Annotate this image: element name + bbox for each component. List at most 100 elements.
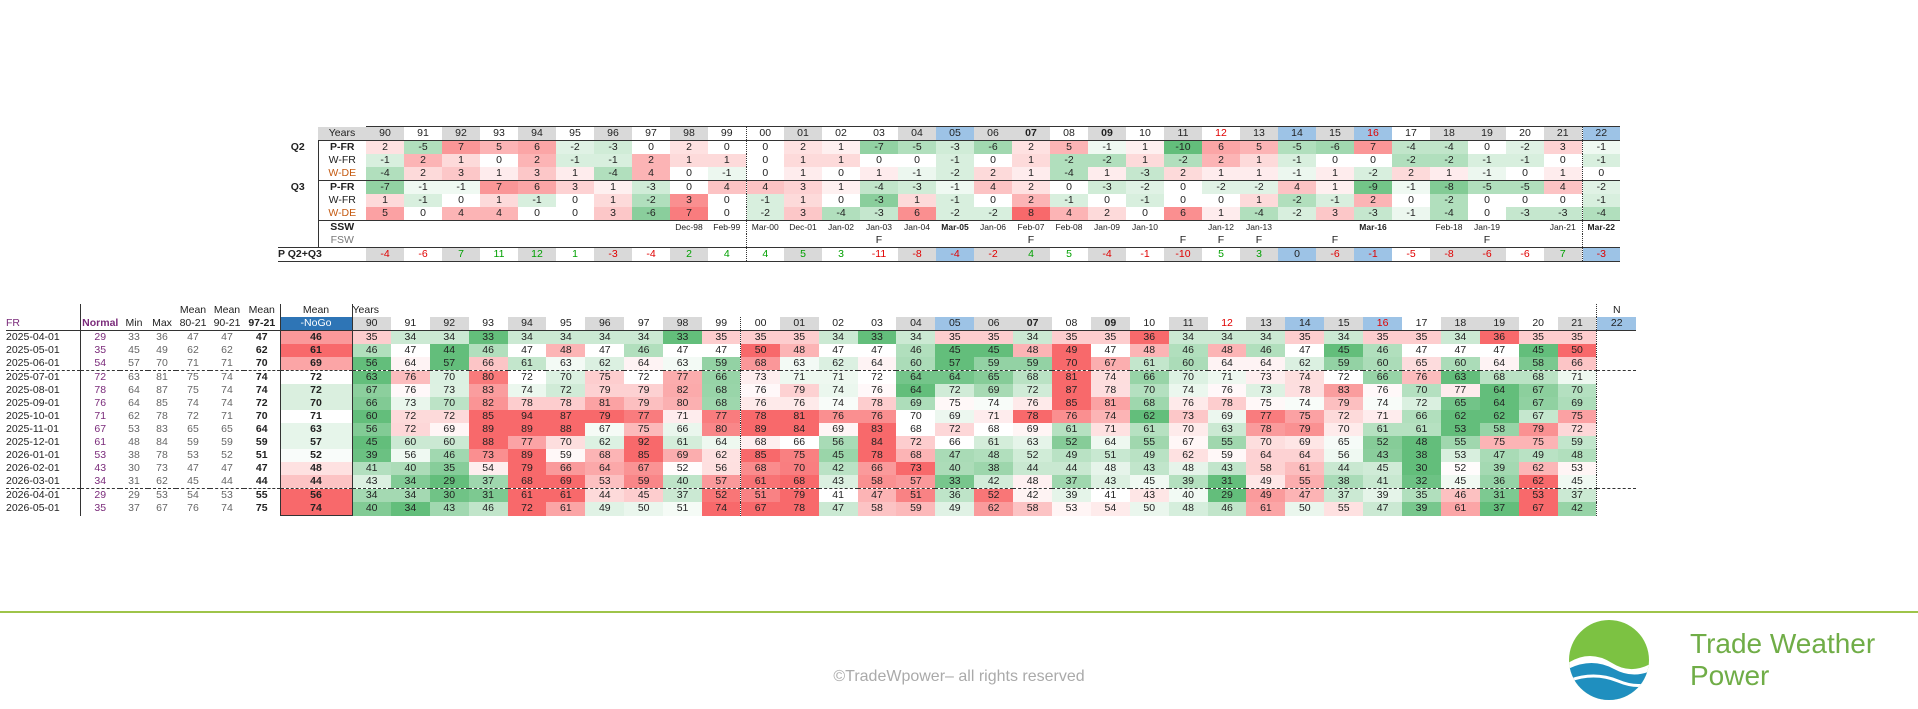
- forecast-cell: 51: [740, 488, 780, 502]
- month-label: 2026-03-01: [6, 475, 60, 487]
- mean-80-21-value: 47: [187, 462, 199, 474]
- min-value: 30: [128, 462, 140, 474]
- ssw-date: [442, 221, 480, 235]
- anomaly-cell: 4: [1050, 207, 1088, 221]
- forecast-cell: 47: [507, 344, 547, 357]
- year-header: 16: [1354, 126, 1392, 141]
- forecast-cell: 68: [974, 423, 1014, 436]
- year-header: 07: [1012, 126, 1050, 141]
- forecast-cell: 35: [429, 462, 469, 475]
- anomaly-cell: -1: [745, 194, 784, 207]
- forecast-cell: 71: [818, 370, 858, 384]
- mean-80-21-top: Mean: [179, 304, 207, 316]
- anomaly-cell: 0: [860, 154, 898, 167]
- anomaly-cell: 1: [784, 154, 822, 167]
- year-header: 09: [1088, 126, 1126, 141]
- forecast-cell: 37: [1324, 488, 1364, 502]
- anomaly-cell: -5: [1468, 180, 1506, 194]
- forecast-cell: 37: [1557, 488, 1597, 502]
- forecast-cell: 83: [468, 384, 508, 397]
- forecast-cell: 71: [663, 410, 703, 423]
- year-header: 06: [974, 317, 1014, 331]
- mean-90-21-value: 59: [221, 436, 233, 448]
- anomaly-cell: -1: [708, 167, 746, 181]
- pq-value: -3: [1581, 247, 1620, 262]
- anomaly-cell: 8: [1012, 207, 1050, 221]
- anomaly-cell: -1: [442, 180, 480, 194]
- year-header: 00: [740, 317, 780, 331]
- forecast-cell: [1596, 357, 1636, 371]
- forecast-cell: 67: [740, 502, 780, 516]
- forecast-cell: 43: [352, 475, 391, 489]
- mean-97-21-value: 51: [255, 449, 268, 461]
- ssw-date: [480, 221, 518, 235]
- forecast-cell: 48: [974, 449, 1014, 462]
- mean-90-21-value: 71: [221, 357, 233, 369]
- normal-value: 29: [79, 488, 120, 502]
- forecast-cell: 34: [390, 330, 430, 344]
- forecast-cell: 34: [390, 502, 430, 516]
- quarter-label: Q2: [290, 140, 305, 153]
- anomaly-cell: 0: [670, 167, 708, 181]
- forecast-cell: 64: [1479, 357, 1519, 371]
- forecast-cell: 60: [1440, 357, 1480, 371]
- min-value: 38: [128, 449, 140, 461]
- forecast-cell: 50: [740, 344, 780, 357]
- anomaly-cell: -1: [556, 154, 594, 167]
- mean-97-21-value: 64: [255, 423, 268, 435]
- ssw-date: [594, 221, 632, 235]
- forecast-cell: 64: [702, 436, 741, 449]
- forecast-cell: 53: [1518, 488, 1558, 502]
- forecast-cell: 81: [1090, 397, 1130, 410]
- forecast-cell: 66: [546, 462, 586, 475]
- anomaly-cell: 4: [632, 167, 670, 181]
- year-header: 21: [1557, 317, 1597, 331]
- max-label: Max: [152, 317, 172, 329]
- forecast-cell: 84: [857, 436, 897, 449]
- forecast-cell: 79: [585, 384, 625, 397]
- forecast-cell: 64: [624, 357, 664, 371]
- forecast-row: 2026-04-01 29 29 53 54 53 55 56 34 34 30 31 61 61 44 45…: [6, 488, 1636, 502]
- ssw-label: SSW: [317, 220, 366, 234]
- forecast-cell: 45: [935, 344, 975, 357]
- forecast-cell: 70: [1052, 357, 1091, 371]
- forecast-cell: 68: [896, 423, 936, 436]
- forecast-cell: 41: [352, 462, 391, 475]
- anomaly-cell: 6: [518, 140, 556, 154]
- forecast-row: 2026-01-01 53 38 78 53 52 51 52 39 56 46 73 89 59 68 85…: [6, 449, 1636, 462]
- anomaly-cell: -7: [366, 180, 404, 194]
- pq-value: 7: [442, 247, 480, 262]
- top-anomaly-table: Years 90 91 92 93 94 95 96 97 98 99 00 01 02 03 04 05 06 0…: [278, 126, 1620, 262]
- anomaly-cell: 0: [1506, 194, 1544, 207]
- anomaly-cell: 6: [898, 207, 936, 221]
- forecast-cell: 71: [1207, 370, 1247, 384]
- mean-nogo-value: 44: [279, 475, 353, 489]
- forecast-cell: 66: [1402, 410, 1441, 423]
- forecast-cell: 59: [546, 449, 586, 462]
- year-header: 96: [594, 126, 632, 141]
- forecast-cell: 56: [352, 357, 391, 371]
- min-value: 64: [128, 397, 140, 409]
- forecast-cell: 35: [352, 330, 391, 344]
- pq-value: -5: [1392, 247, 1430, 262]
- forecast-cell: 37: [1479, 502, 1519, 516]
- mean-90-21-value: 47: [210, 330, 244, 344]
- forecast-row: 2025-11-01 67 53 83 65 65 64 63 56 72 69 89 89 88 67 75…: [6, 423, 1636, 436]
- min-value: 53: [128, 423, 140, 435]
- anomaly-cell: -3: [1506, 207, 1544, 221]
- fsw-flag: [708, 234, 746, 248]
- anomaly-cell: 3: [556, 180, 594, 194]
- anomaly-cell: 0: [898, 154, 936, 167]
- ssw-date: [404, 221, 442, 235]
- anomaly-cell: 0: [1544, 194, 1582, 207]
- pq-value: 4: [745, 247, 784, 262]
- forecast-cell: 81: [779, 410, 819, 423]
- forecast-cell: 48: [779, 344, 819, 357]
- anomaly-cell: -3: [1354, 207, 1392, 221]
- year-header: 11: [1168, 317, 1208, 331]
- ssw-date: Jan-19: [1474, 222, 1500, 232]
- normal-value: 61: [79, 436, 120, 449]
- forecast-cell: [1596, 384, 1636, 397]
- anomaly-cell: 1: [1544, 167, 1582, 181]
- forecast-cell: 46: [1168, 344, 1208, 357]
